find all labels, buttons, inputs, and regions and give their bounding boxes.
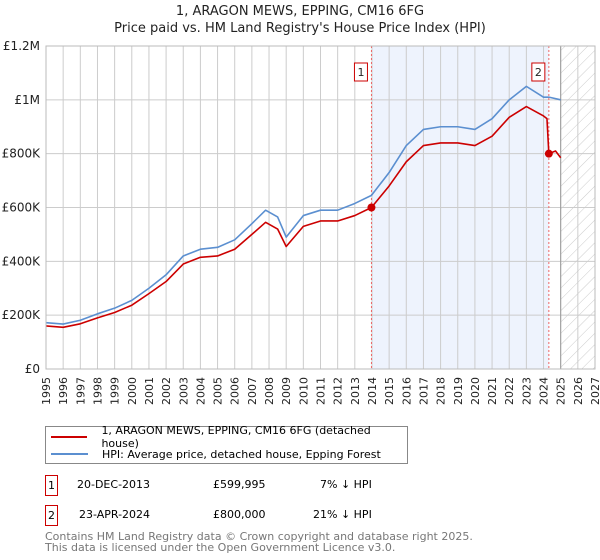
- legend-label: HPI: Average price, detached house, Eppi…: [102, 447, 381, 461]
- transaction-date: 23-APR-2024: [79, 508, 151, 521]
- marker-badge: 2: [45, 505, 58, 526]
- legend-label: 1, ARAGON MEWS, EPPING, CM16 6FG (detach…: [101, 424, 371, 450]
- sale-point: [544, 149, 553, 158]
- transaction-hpi: 7% ↓ HPI: [320, 478, 372, 491]
- hpi-line: [45, 85, 561, 325]
- chart-subtitle: Price paid vs. HM Land Registry's House …: [114, 21, 486, 36]
- price-paid-line: [45, 105, 562, 329]
- transaction-date: 20-DEC-2013: [77, 478, 151, 491]
- sale-label-box: [531, 62, 546, 82]
- x-tick-label: 1996: [57, 377, 70, 405]
- x-tick-label: 1998: [91, 377, 104, 405]
- transaction-row: 1 20-DEC-2013 £599,995 7% ↓ HPI: [45, 475, 445, 496]
- y-tick-label: £200K: [2, 308, 42, 322]
- x-tick-label: 2009: [280, 377, 293, 405]
- x-tick-label: 2005: [212, 377, 225, 405]
- x-tick-label: 2026: [572, 377, 585, 405]
- sale-label: 1: [357, 66, 364, 79]
- x-tick-label: 2011: [315, 377, 328, 405]
- x-tick-label: 2024: [538, 377, 551, 405]
- sale-label: 2: [535, 66, 542, 79]
- legend: 1, ARAGON MEWS, EPPING, CM16 6FG (detach…: [45, 424, 408, 464]
- x-tick-label: 2013: [349, 377, 362, 405]
- plot-area: 1995 1996 1997 1998 1999 2000 2001 2002 2003 2004…: [2, 39, 600, 405]
- x-tick-label: 2001: [143, 377, 156, 405]
- x-tick-label: 2021: [486, 377, 499, 405]
- x-tick-label: 2027: [589, 377, 600, 405]
- x-tick-label: 1997: [74, 377, 87, 405]
- y-tick-label: £1.2M: [3, 39, 40, 53]
- x-tick-label: 1995: [40, 377, 53, 405]
- x-tick-label: 2020: [469, 377, 482, 405]
- x-tick-label: 2017: [417, 377, 430, 405]
- transaction-row: 2 23-APR-2024 £800,000 21% ↓ HPI: [45, 505, 445, 526]
- x-tick-label: 2003: [177, 377, 190, 405]
- footer-copyright: Contains HM Land Registry data © Crown c…: [45, 530, 473, 543]
- transaction-hpi: 21% ↓ HPI: [313, 508, 372, 521]
- transaction-price: £800,000: [213, 508, 266, 521]
- x-tick-label: 2016: [400, 377, 413, 405]
- x-tick-label: 2015: [383, 377, 396, 405]
- x-tick-label: 2010: [297, 377, 310, 405]
- x-tick-label: 2018: [435, 377, 448, 405]
- x-tick-label: 2022: [503, 377, 516, 405]
- sale-point: [367, 203, 376, 212]
- sale-label-box: [353, 62, 368, 82]
- legend-item-property: 1, ARAGON MEWS, EPPING, CM16 6FG (detach…: [46, 424, 407, 450]
- x-tick-label: 2025: [555, 377, 568, 405]
- plot-border: [45, 45, 596, 370]
- footer-licence: This data is licensed under the Open Gov…: [45, 541, 396, 554]
- y-tick-label: £800K: [2, 147, 42, 161]
- transaction-price: £599,995: [213, 478, 266, 491]
- x-tick-label: 2023: [520, 377, 533, 405]
- x-tick-label: 1999: [109, 377, 122, 405]
- y-tick-label: £600K: [2, 201, 42, 215]
- x-tick-label: 2014: [366, 377, 379, 405]
- legend-swatch: [51, 453, 88, 455]
- y-tick-label: £0: [25, 362, 40, 376]
- x-tick-label: 2000: [126, 377, 139, 405]
- footer: Contains HM Land Registry data © Crown c…: [45, 531, 473, 553]
- marker-badge: 1: [45, 475, 58, 496]
- x-tick-label: 2008: [263, 377, 276, 405]
- y-tick-label: £400K: [2, 254, 42, 268]
- legend-swatch: [51, 436, 88, 438]
- x-tick-label: 2019: [452, 377, 465, 405]
- legend-item-hpi: HPI: Average price, detached house, Eppi…: [46, 446, 381, 462]
- chart-title: 1, ARAGON MEWS, EPPING, CM16 6FG: [175, 4, 425, 19]
- y-tick-label: £1M: [14, 93, 40, 107]
- x-tick-label: 2007: [246, 377, 259, 405]
- x-tick-label: 2006: [229, 377, 242, 405]
- x-tick-label: 2002: [160, 377, 173, 405]
- x-tick-label: 2004: [194, 377, 207, 405]
- x-tick-label: 2012: [332, 377, 345, 405]
